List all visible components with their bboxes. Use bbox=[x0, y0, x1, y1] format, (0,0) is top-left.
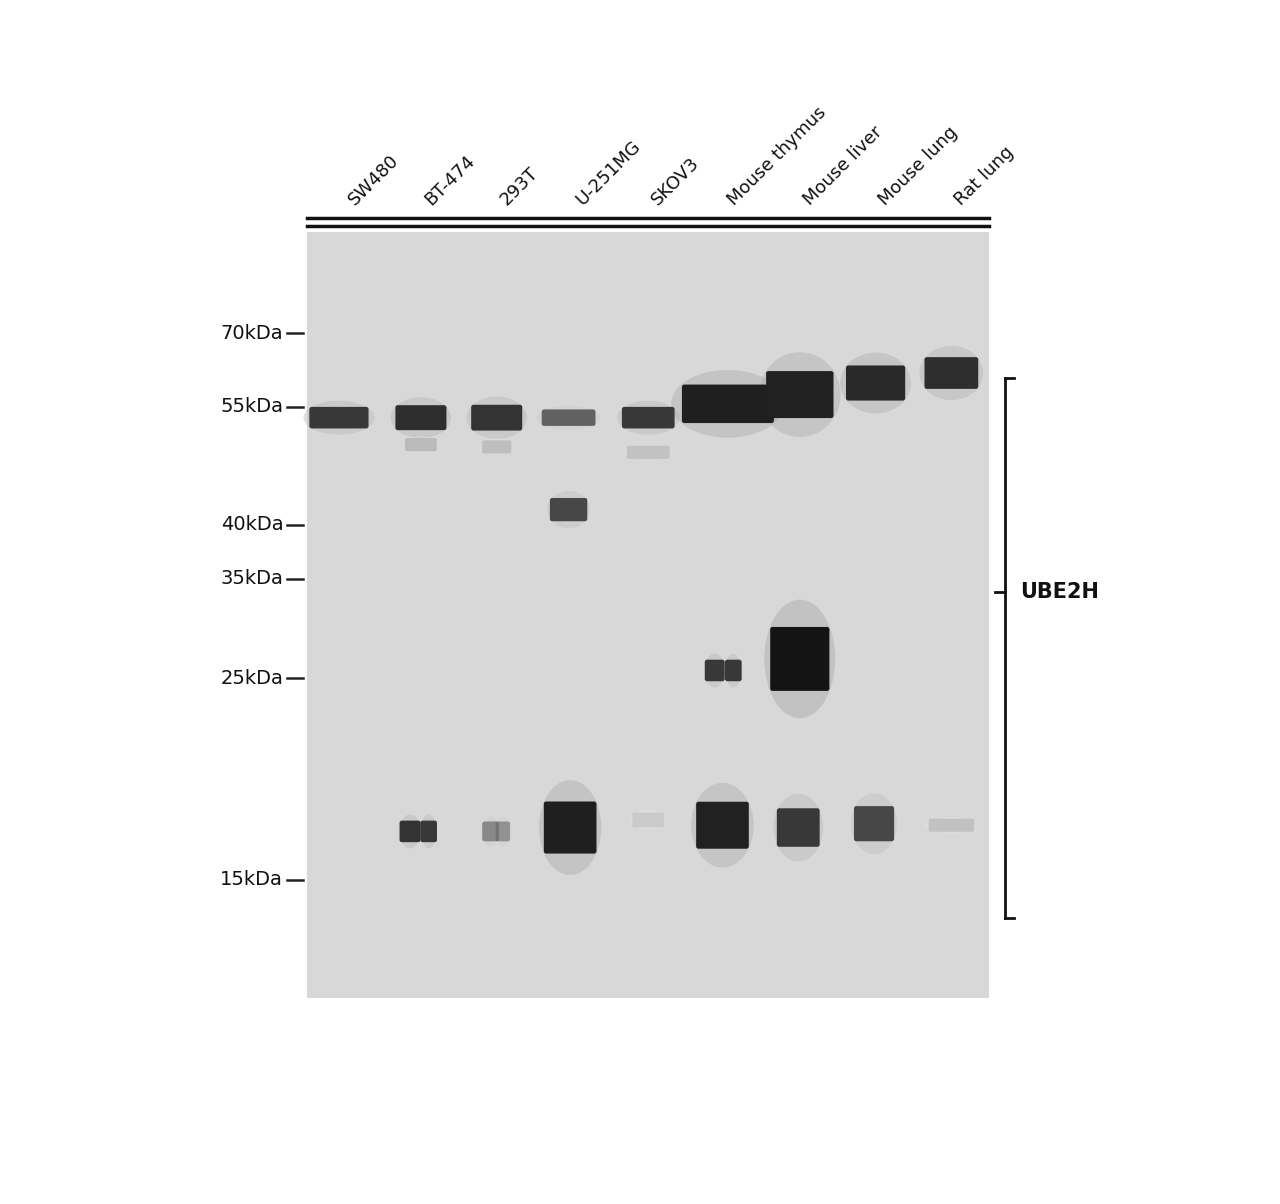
FancyBboxPatch shape bbox=[627, 445, 669, 459]
FancyBboxPatch shape bbox=[471, 405, 522, 431]
FancyBboxPatch shape bbox=[777, 808, 819, 846]
Ellipse shape bbox=[536, 406, 600, 430]
FancyBboxPatch shape bbox=[854, 807, 895, 842]
Ellipse shape bbox=[623, 444, 673, 461]
FancyBboxPatch shape bbox=[924, 358, 978, 389]
Ellipse shape bbox=[303, 401, 375, 435]
FancyBboxPatch shape bbox=[541, 409, 595, 426]
FancyBboxPatch shape bbox=[622, 407, 675, 429]
Text: 25kDa: 25kDa bbox=[220, 668, 283, 687]
FancyBboxPatch shape bbox=[771, 627, 829, 691]
FancyBboxPatch shape bbox=[724, 660, 741, 681]
Ellipse shape bbox=[466, 396, 527, 438]
Ellipse shape bbox=[497, 816, 509, 846]
Text: U-251MG: U-251MG bbox=[572, 137, 644, 209]
Ellipse shape bbox=[759, 353, 841, 437]
Ellipse shape bbox=[671, 370, 785, 438]
Ellipse shape bbox=[421, 814, 436, 849]
FancyBboxPatch shape bbox=[483, 441, 511, 454]
Text: 55kDa: 55kDa bbox=[220, 397, 283, 417]
Text: SW480: SW480 bbox=[346, 152, 403, 209]
Text: 15kDa: 15kDa bbox=[220, 870, 283, 890]
Text: Mouse lung: Mouse lung bbox=[876, 123, 961, 209]
Ellipse shape bbox=[539, 780, 602, 875]
Ellipse shape bbox=[705, 654, 724, 687]
Text: Rat lung: Rat lung bbox=[951, 143, 1018, 209]
FancyBboxPatch shape bbox=[682, 384, 774, 423]
Text: SKOV3: SKOV3 bbox=[648, 154, 703, 209]
Ellipse shape bbox=[851, 793, 897, 854]
Ellipse shape bbox=[924, 816, 978, 833]
FancyBboxPatch shape bbox=[396, 406, 447, 430]
FancyBboxPatch shape bbox=[696, 802, 749, 849]
Ellipse shape bbox=[919, 346, 983, 400]
Text: 40kDa: 40kDa bbox=[220, 515, 283, 535]
FancyBboxPatch shape bbox=[420, 821, 436, 842]
Ellipse shape bbox=[764, 600, 836, 719]
FancyBboxPatch shape bbox=[404, 438, 436, 452]
Ellipse shape bbox=[631, 809, 666, 830]
FancyBboxPatch shape bbox=[495, 821, 511, 842]
FancyBboxPatch shape bbox=[767, 371, 833, 418]
Ellipse shape bbox=[403, 436, 439, 453]
Text: 293T: 293T bbox=[497, 164, 541, 209]
FancyBboxPatch shape bbox=[846, 366, 905, 401]
FancyBboxPatch shape bbox=[550, 498, 588, 521]
Text: BT-474: BT-474 bbox=[421, 152, 477, 209]
FancyBboxPatch shape bbox=[310, 407, 369, 429]
Ellipse shape bbox=[481, 438, 513, 455]
Text: UBE2H: UBE2H bbox=[1020, 583, 1100, 602]
FancyBboxPatch shape bbox=[632, 813, 664, 827]
Text: Mouse liver: Mouse liver bbox=[800, 123, 886, 209]
Ellipse shape bbox=[617, 401, 680, 435]
Ellipse shape bbox=[726, 654, 741, 687]
FancyBboxPatch shape bbox=[483, 821, 499, 842]
FancyBboxPatch shape bbox=[928, 819, 974, 832]
Ellipse shape bbox=[390, 397, 451, 438]
Ellipse shape bbox=[399, 814, 421, 849]
Ellipse shape bbox=[548, 491, 590, 529]
Text: 70kDa: 70kDa bbox=[220, 324, 283, 343]
Text: Mouse thymus: Mouse thymus bbox=[724, 104, 829, 209]
FancyBboxPatch shape bbox=[544, 802, 596, 854]
Bar bbox=[307, 232, 989, 998]
Text: 35kDa: 35kDa bbox=[220, 569, 283, 588]
Ellipse shape bbox=[840, 353, 911, 413]
Ellipse shape bbox=[691, 783, 754, 868]
FancyBboxPatch shape bbox=[399, 821, 421, 842]
Ellipse shape bbox=[773, 793, 823, 861]
Ellipse shape bbox=[483, 816, 498, 846]
FancyBboxPatch shape bbox=[705, 660, 724, 681]
